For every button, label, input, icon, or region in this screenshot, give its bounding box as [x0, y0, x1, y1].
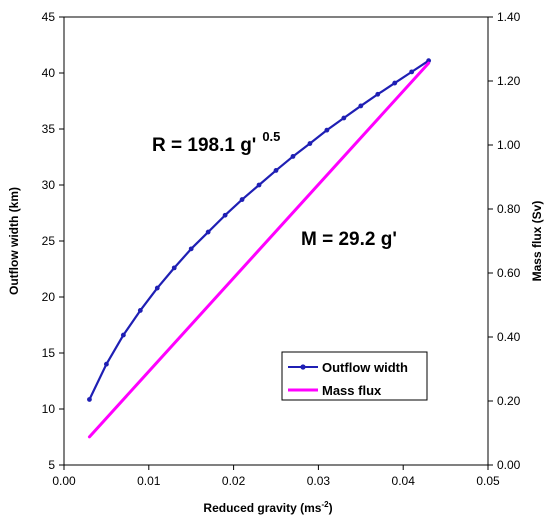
y-right-axis-ticks: 0.00 0.20 0.40 0.60 0.80 1.00 1.20 1.40 — [488, 10, 521, 472]
y-left-tick-label: 20 — [42, 290, 56, 304]
legend-outflow-width-label: Outflow width — [322, 360, 408, 375]
x-tick-label: 0.00 — [52, 474, 76, 488]
y-right-tick-label: 0.00 — [497, 458, 521, 472]
y-right-tick-label: 1.20 — [497, 74, 521, 88]
annotation-m-equation: M = 29.2 g' — [301, 229, 397, 250]
outflow-width-point — [239, 197, 245, 202]
y-right-tick-label: 0.80 — [497, 202, 521, 216]
y-right-tick-label: 1.40 — [497, 10, 521, 24]
y-left-tick-label: 5 — [48, 458, 55, 472]
legend-box — [281, 351, 428, 401]
outflow-width-point — [222, 212, 228, 218]
annotation-r-equation: R = 198.1 g' 0.5 — [152, 129, 280, 156]
y-left-tick-label: 45 — [42, 10, 56, 24]
outflow-width-point — [256, 182, 262, 188]
outflow-width-point — [290, 154, 296, 159]
y-left-tick-label: 15 — [42, 346, 56, 360]
legend: Outflow width Mass flux — [281, 351, 428, 401]
outflow-width-point — [273, 168, 279, 173]
x-tick-label: 0.03 — [307, 474, 331, 488]
outflow-width-point — [87, 397, 92, 402]
x-tick-label: 0.04 — [392, 474, 416, 488]
outflow-width-point — [137, 308, 143, 313]
y-left-tick-label: 25 — [42, 234, 56, 248]
outflow-width-point — [154, 285, 160, 291]
series-layer — [87, 58, 432, 439]
outflow-width-point — [205, 229, 211, 235]
outflow-width-point — [426, 58, 432, 64]
x-axis-title: Reduced gravity (ms-2) — [203, 500, 332, 515]
y-left-tick-label: 35 — [42, 122, 56, 136]
x-tick-label: 0.02 — [222, 474, 246, 488]
x-tick-label: 0.05 — [476, 474, 500, 488]
y-left-tick-label: 10 — [42, 402, 56, 416]
outflow-width-point — [188, 246, 194, 252]
y-left-axis-ticks: 5 10 15 20 25 30 35 40 45 — [42, 10, 64, 472]
outflow-width-point — [341, 115, 347, 121]
outflow-width-point — [358, 103, 364, 109]
mass-flux-line — [87, 61, 431, 439]
outflow-width-point — [171, 265, 177, 271]
outflow-width-point — [324, 127, 330, 133]
outflow-width-point — [104, 361, 109, 367]
y-right-tick-label: 1.00 — [497, 138, 521, 152]
x-tick-label: 0.01 — [137, 474, 161, 488]
legend-outflow-width-marker — [300, 364, 306, 370]
y-right-tick-label: 0.40 — [497, 330, 521, 344]
y-right-tick-label: 0.60 — [497, 266, 521, 280]
y-left-axis-title: Outflow width (km) — [7, 187, 21, 295]
outflow-width-point — [120, 332, 126, 338]
y-right-axis-title: Mass flux (Sv) — [530, 201, 544, 282]
y-left-tick-label: 30 — [42, 178, 56, 192]
y-right-tick-label: 0.20 — [497, 394, 521, 408]
outflow-width-point — [409, 69, 415, 75]
outflow-width-point — [392, 80, 398, 86]
outflow-width-point — [307, 141, 313, 146]
x-axis-ticks: 0.00 0.01 0.02 0.03 0.04 0.05 — [52, 465, 500, 488]
outflow-width-point — [375, 91, 381, 97]
legend-mass-flux-label: Mass flux — [322, 383, 382, 398]
y-left-tick-label: 40 — [42, 66, 56, 80]
